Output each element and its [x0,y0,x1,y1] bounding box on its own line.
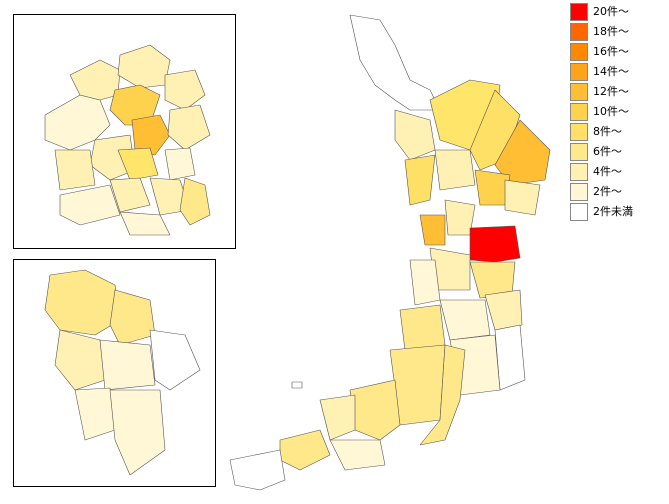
legend-swatch [570,123,588,141]
sakai-city-inset [44,269,201,476]
legend-label: 12件～ [593,85,629,98]
legend-item: 8件～ [570,122,666,142]
sakai-ward-minami[interactable] [109,389,166,476]
muni-ikeda[interactable] [404,154,436,206]
ward-hirano[interactable] [179,177,211,226]
muni-suita[interactable] [434,149,476,191]
legend-swatch [570,83,588,101]
legend-label: 18件～ [593,25,629,38]
muni-nose[interactable] [349,14,441,111]
muni-higashiosaka[interactable] [469,225,521,263]
muni-misaki[interactable] [229,449,286,491]
legend-item: 18件～ [570,22,666,42]
osaka-city-inset-frame [13,14,236,249]
sakai-ward-kita[interactable] [109,289,156,346]
legend-swatch [570,43,588,61]
ward-minato[interactable] [54,149,96,191]
legend-label: 8件～ [593,125,622,138]
legend-item: 12件～ [570,82,666,102]
legend-item: 16件～ [570,42,666,62]
muni-matsubara[interactable] [409,259,441,306]
sakai-ward-naka[interactable] [99,339,156,391]
muni-kawachinagano[interactable] [419,344,466,446]
legend-swatch [570,3,588,21]
muni-kishiwada[interactable] [349,379,401,441]
ward-sumiyoshi[interactable] [119,211,171,236]
ward-yodogawa[interactable] [117,44,171,89]
legend-swatch [570,183,588,201]
legend-swatch [570,63,588,81]
legend: 20件～ 18件～ 16件～ 14件～ 12件～ 10件～ 8件～ 6件～ 4件… [570,2,666,222]
legend-label: 6件～ [593,145,622,158]
legend-swatch [570,143,588,161]
ward-chuo[interactable] [131,114,171,156]
ward-naniwa[interactable] [117,147,159,181]
muni-hirakata[interactable] [504,179,541,216]
ward-higashiyodogawa[interactable] [164,69,206,111]
legend-swatch [570,203,588,221]
muni-moriguchi[interactable] [419,214,446,246]
osaka-city-inset [44,44,211,236]
muni-toyonaka[interactable] [394,109,436,161]
sakai-ward-nishi[interactable] [54,329,106,391]
ward-nishinari[interactable] [109,177,151,213]
ward-joto[interactable] [167,104,211,151]
legend-label: 4件～ [593,165,622,178]
legend-item: 6件～ [570,142,666,162]
muni-sakai[interactable] [399,304,446,351]
muni-sennan[interactable] [329,439,386,471]
ward-suminoe[interactable] [59,184,121,226]
legend-item: 2件未満 [570,202,666,222]
legend-item: 14件～ [570,62,666,82]
muni-fujiidera[interactable] [439,299,491,341]
muni-izumiotsu[interactable] [319,394,356,441]
muni-habikino[interactable] [484,289,523,331]
legend-swatch [570,163,588,181]
muni-kaizuka[interactable] [279,429,331,471]
sakai-ward-mihara[interactable] [74,387,116,441]
legend-swatch [570,23,588,41]
legend-item: 4件～ [570,162,666,182]
sakai-ward-sakai[interactable] [44,269,121,336]
legend-item: 20件～ [570,2,666,22]
legend-swatch [570,103,588,121]
legend-item: 10件～ [570,102,666,122]
sakai-ward-higashi[interactable] [149,329,201,391]
muni-tondabayashi[interactable] [494,324,526,391]
legend-item: 2件～ [570,182,666,202]
legend-label: 20件～ [593,5,629,18]
osaka-prefecture-map [229,14,551,491]
legend-label: 2件～ [593,185,622,198]
legend-label: 10件～ [593,105,629,118]
legend-label: 2件未満 [593,205,633,218]
legend-label: 14件～ [593,65,629,78]
ward-nishiyodogawa[interactable] [69,59,121,101]
ward-higashinari[interactable] [164,147,196,181]
muni-kansai-airport[interactable] [291,381,303,389]
legend-label: 16件～ [593,45,629,58]
sakai-city-inset-frame [13,259,216,487]
muni-shimamoto[interactable] [494,119,551,186]
